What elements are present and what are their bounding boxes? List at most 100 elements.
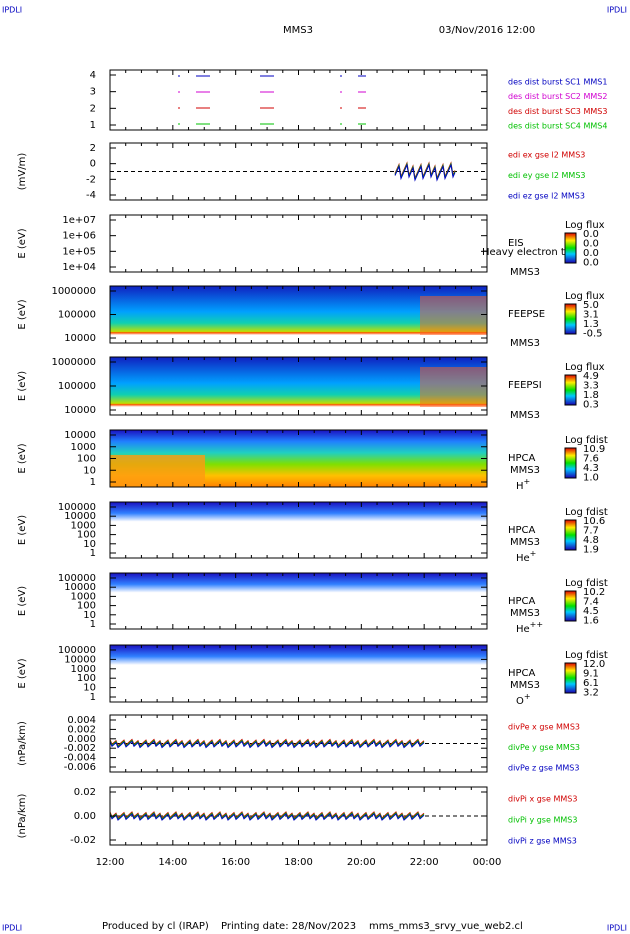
y-tick-label: 10000 <box>64 511 96 522</box>
spectrogram-high <box>420 367 487 407</box>
legend-entry: des dist burst SC4 MMS4 <box>508 122 607 131</box>
colorbar-label: 0.0 <box>583 239 599 250</box>
legend-entry: divPe z gse MMS3 <box>508 764 579 773</box>
colorbar <box>564 447 577 479</box>
colorbar-label: 7.6 <box>583 454 599 465</box>
ion-charge: + <box>524 477 531 486</box>
ion: He <box>516 624 530 635</box>
y-tick-label: 1000 <box>71 664 96 675</box>
colorbar <box>564 590 577 622</box>
y-tick-label: 0 <box>90 159 96 170</box>
ion-charge: + <box>530 549 537 558</box>
y-tick-label: 1 <box>90 619 96 630</box>
trace <box>394 163 456 182</box>
trace <box>109 813 425 821</box>
colorbar-label: 10.6 <box>583 516 605 527</box>
y-tick-label: 10000 <box>64 430 96 441</box>
y-tick-label: -0.02 <box>70 835 96 846</box>
spacecraft: MMS3 <box>510 680 540 691</box>
corner-label: IPDLI <box>607 924 627 933</box>
ion-species: O+ <box>516 692 531 708</box>
legend-entry: edi ex gse l2 MMS3 <box>508 151 585 160</box>
corner-label: IPDLI <box>607 6 627 15</box>
plot-date: 03/Nov/2016 12:00 <box>439 25 535 36</box>
colorbar-label: 4.5 <box>583 606 599 617</box>
y-axis-label: (mV/m) <box>17 153 28 191</box>
ion-species: He+ <box>516 549 536 565</box>
x-tick-label: 14:00 <box>158 857 187 868</box>
trace <box>109 738 425 747</box>
colorbar-label: 1.8 <box>583 390 599 401</box>
y-tick-label: 1000 <box>71 591 96 602</box>
y-tick-label: 10000 <box>64 405 96 416</box>
y-tick-label: 10000 <box>64 582 96 593</box>
instrument: EIS <box>508 238 524 249</box>
colorbar-label: 6.1 <box>583 678 599 689</box>
y-tick-label: -0.002 <box>64 743 96 754</box>
y-tick-label: 1 <box>90 120 96 131</box>
corner-label: IPDLI <box>2 924 22 933</box>
y-tick-label: 1 <box>90 477 96 488</box>
colorbar-title: Log flux <box>565 291 605 302</box>
corner-label: IPDLI <box>2 6 22 15</box>
legend-entry: des dist burst SC2 MMS2 <box>508 92 607 101</box>
y-axis-label: E (eV) <box>17 515 28 545</box>
spacecraft: MMS3 <box>510 608 540 619</box>
y-tick-label: 3 <box>90 87 96 98</box>
panel-frame <box>109 69 488 131</box>
colorbar-label: 10.2 <box>583 587 605 598</box>
y-tick-label: 1 <box>90 548 96 559</box>
y-tick-label: 4 <box>90 70 96 81</box>
y-tick-label: 100 <box>77 601 96 612</box>
colorbar-label: 1.6 <box>583 616 599 627</box>
y-tick-label: 0.000 <box>67 734 96 745</box>
instrument: FEEPSI <box>508 380 542 391</box>
colorbar-label: 3.1 <box>583 310 599 321</box>
footer-text: Produced by cl (IRAP) <box>102 921 209 932</box>
instrument: HPCA <box>508 668 536 679</box>
y-tick-label: 100000 <box>58 502 96 513</box>
legend-entry: edi ez gse l2 MMS3 <box>508 192 585 201</box>
legend-entry: des dist burst SC1 MMS1 <box>508 78 607 87</box>
colorbar-label: 0.0 <box>583 248 599 259</box>
footer-text: mms_mms3_srvy_vue_web2.cl <box>369 921 523 932</box>
y-tick-label: 2 <box>90 103 96 114</box>
spectrogram <box>110 645 487 702</box>
x-tick-label: 18:00 <box>284 857 313 868</box>
y-tick-label: 1000 <box>71 442 96 453</box>
x-tick-label: 22:00 <box>410 857 439 868</box>
y-tick-label: 100000 <box>58 310 96 321</box>
y-tick-label: 2 <box>90 143 96 154</box>
spacecraft: MMS3 <box>510 338 540 349</box>
x-tick-label: 00:00 <box>473 857 502 868</box>
spacecraft: MMS3 <box>510 410 540 421</box>
spacecraft: MMS3 <box>510 267 540 278</box>
y-tick-label: 100 <box>77 673 96 684</box>
y-tick-label: 0.002 <box>67 724 96 735</box>
spectrogram <box>110 573 487 629</box>
colorbar-label: 3.3 <box>583 381 599 392</box>
x-tick-label: 12:00 <box>96 857 125 868</box>
colorbar-title: Log fdist <box>565 650 608 661</box>
y-tick-label: 1000 <box>71 520 96 531</box>
y-tick-label: 1e+04 <box>62 262 96 273</box>
trace <box>109 739 425 748</box>
colorbar-label: 0.0 <box>583 258 599 269</box>
trace <box>109 740 425 749</box>
legend-entry: edi ey gse l2 MMS3 <box>508 171 586 180</box>
ion: O <box>516 696 524 707</box>
colorbar <box>564 374 577 406</box>
legend-entry: divPi z gse MMS3 <box>508 837 577 846</box>
ion-charge: + <box>524 692 531 701</box>
colorbar <box>564 662 577 694</box>
y-tick-label: 10 <box>83 683 96 694</box>
spectrogram-low <box>110 455 205 487</box>
y-tick-label: 100 <box>77 454 96 465</box>
colorbar-label: 3.2 <box>583 688 599 699</box>
instrument: HPCA <box>508 596 536 607</box>
colorbar-title: Log flux <box>565 362 605 373</box>
colorbar-label: 9.1 <box>583 669 599 680</box>
spectrogram <box>110 502 487 558</box>
ion-species: He++ <box>516 620 543 636</box>
